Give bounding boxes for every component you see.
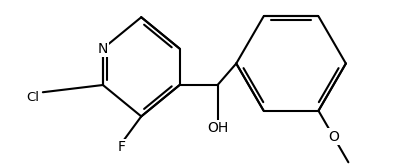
Text: N: N xyxy=(98,42,108,56)
Text: Cl: Cl xyxy=(26,91,39,104)
Text: O: O xyxy=(328,130,339,143)
Text: OH: OH xyxy=(207,121,228,135)
Text: F: F xyxy=(117,140,125,154)
